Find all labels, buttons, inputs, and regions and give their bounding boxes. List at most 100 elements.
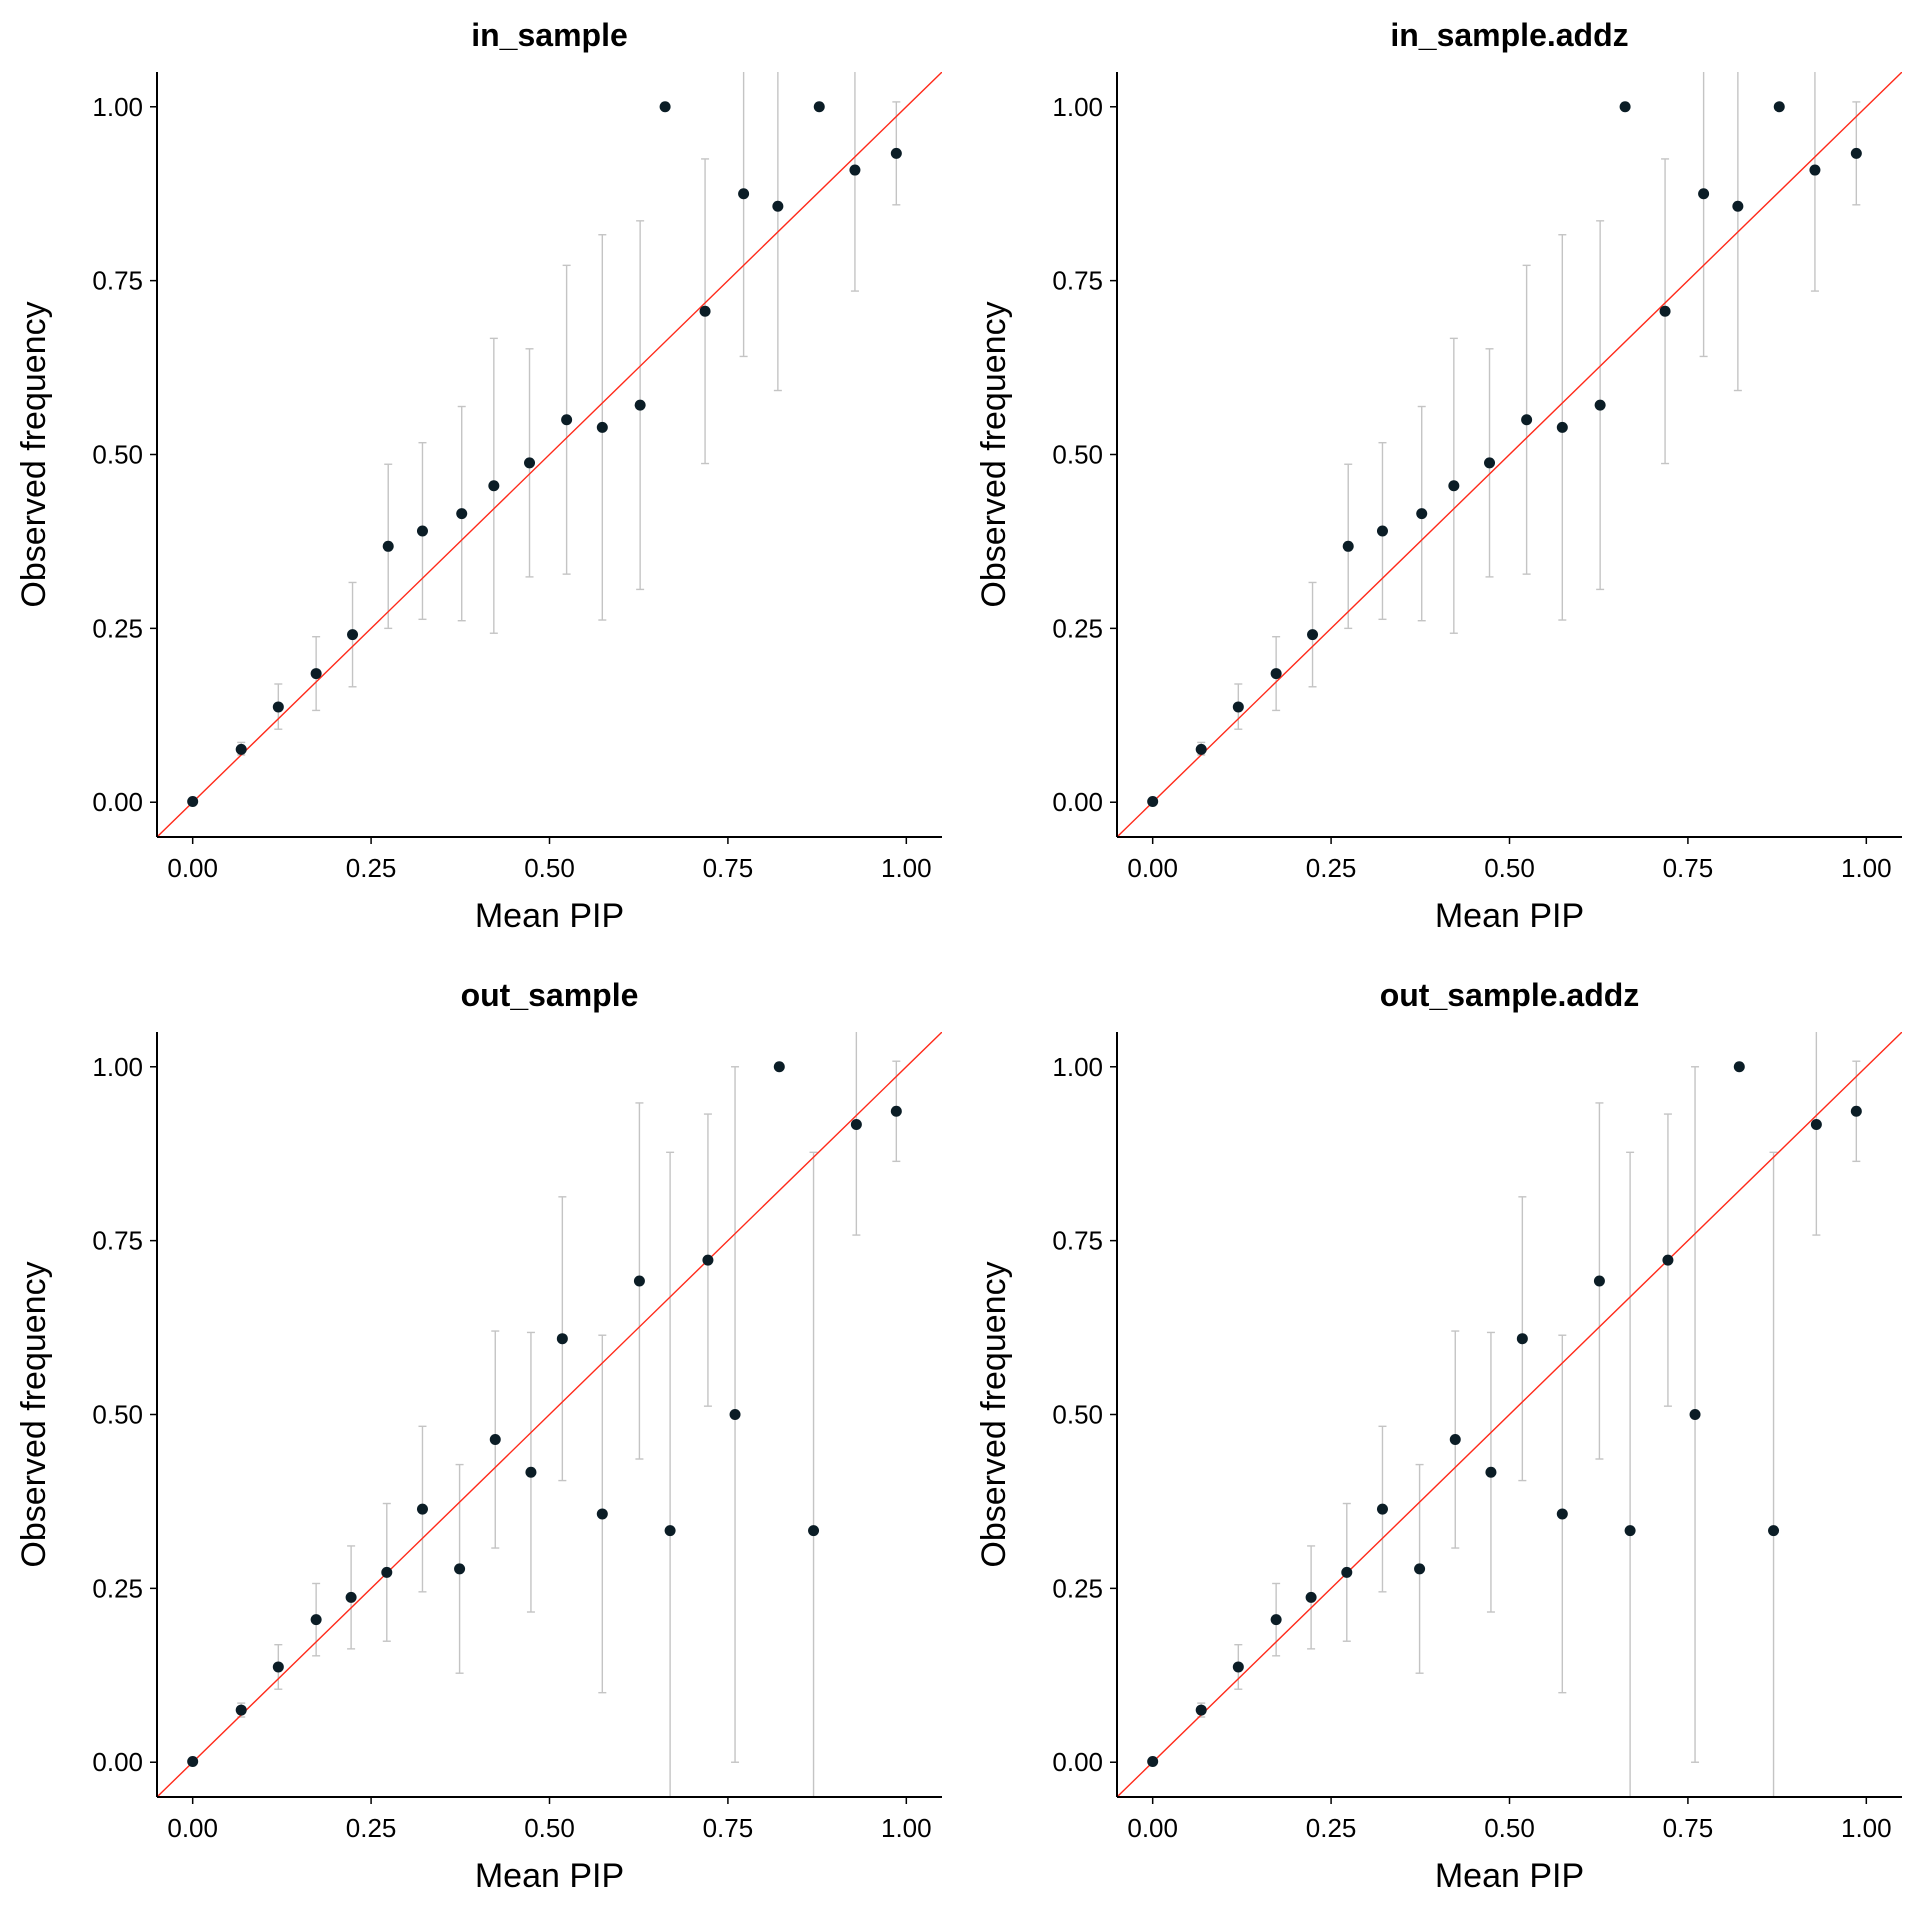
- data-point: [1810, 1118, 1822, 1130]
- y-tick-label: 0.50: [1052, 440, 1103, 470]
- data-point: [772, 200, 784, 212]
- data-point: [1662, 1254, 1674, 1266]
- x-tick-label: 0.25: [346, 1813, 397, 1843]
- chart-panel-2: in_sample.addz 0.00 0.25 0.50 0.75 1.00 0.00 0.…: [975, 17, 1902, 935]
- data-point: [1232, 701, 1244, 713]
- x-tick-label: 0.00: [1127, 1813, 1178, 1843]
- y-tick-label: 0.25: [1052, 613, 1103, 643]
- data-point: [849, 164, 861, 176]
- data-point: [1556, 421, 1568, 433]
- y-axis-label: Observed frequency: [975, 301, 1013, 607]
- x-tick-label: 0.75: [703, 1813, 754, 1843]
- y-tick-label: 0.25: [92, 613, 143, 643]
- data-point: [347, 629, 359, 641]
- x-axis-label: Mean PIP: [1435, 1857, 1584, 1895]
- data-point: [1619, 101, 1631, 113]
- data-point: [738, 188, 750, 200]
- data-point: [1689, 1409, 1701, 1420]
- y-tick-label: 0.75: [92, 266, 143, 296]
- y-tick-label: 0.00: [1052, 1747, 1103, 1777]
- data-point: [1448, 480, 1460, 492]
- x-axis-label: Mean PIP: [1435, 897, 1584, 935]
- data-point: [702, 1254, 714, 1266]
- data-point: [729, 1409, 741, 1420]
- y-tick-label: 0.25: [1052, 1573, 1103, 1603]
- y-tick-label: 0.75: [92, 1226, 143, 1256]
- x-axis-label: Mean PIP: [475, 897, 624, 935]
- data-point: [235, 743, 247, 755]
- data-point: [1593, 1275, 1605, 1287]
- data-point: [272, 701, 284, 713]
- data-point: [633, 1275, 645, 1287]
- y-tick-label: 0.75: [1052, 1226, 1103, 1256]
- data-point: [1270, 1614, 1282, 1626]
- x-tick-label: 1.00: [881, 853, 932, 883]
- data-point: [1342, 540, 1354, 552]
- data-point: [850, 1118, 862, 1130]
- data-point: [1195, 1704, 1207, 1716]
- data-point: [235, 1704, 247, 1716]
- data-point: [1376, 1503, 1388, 1515]
- x-axis-label: Mean PIP: [475, 1857, 624, 1895]
- data-point: [808, 1525, 820, 1537]
- data-point: [813, 101, 825, 113]
- reference-line: [157, 72, 942, 837]
- x-tick-label: 0.50: [1484, 853, 1535, 883]
- data-point: [773, 1061, 785, 1073]
- data-point: [596, 1508, 608, 1520]
- y-axis-label: Observed frequency: [975, 1261, 1013, 1567]
- panel-title: in_sample: [471, 17, 628, 53]
- y-tick-label: 0.25: [92, 1573, 143, 1603]
- y-tick-label: 0.00: [1052, 787, 1103, 817]
- data-point: [1270, 668, 1282, 680]
- data-point: [1768, 1525, 1780, 1537]
- y-tick-label: 0.50: [92, 440, 143, 470]
- panel-title: in_sample.addz: [1390, 17, 1628, 53]
- y-tick-label: 0.00: [92, 787, 143, 817]
- data-point: [596, 421, 608, 433]
- data-point: [489, 1434, 501, 1446]
- data-point: [382, 540, 394, 552]
- data-point: [634, 399, 646, 411]
- x-tick-label: 0.25: [346, 853, 397, 883]
- data-point: [456, 508, 468, 520]
- panel-title: out_sample: [461, 977, 639, 1013]
- data-point: [1521, 414, 1533, 426]
- data-point: [1376, 525, 1388, 537]
- x-tick-label: 0.75: [1663, 1813, 1714, 1843]
- x-tick-label: 0.00: [167, 853, 218, 883]
- data-point: [1449, 1434, 1461, 1446]
- x-tick-label: 1.00: [1841, 853, 1892, 883]
- data-point: [1147, 796, 1159, 808]
- x-tick-label: 1.00: [1841, 1813, 1892, 1843]
- data-point: [488, 480, 500, 492]
- data-point: [556, 1333, 568, 1345]
- x-tick-label: 0.25: [1306, 1813, 1357, 1843]
- errorbar-group: [1148, 72, 1861, 803]
- y-axis-label: Observed frequency: [15, 301, 53, 607]
- data-point: [1624, 1525, 1636, 1537]
- data-point: [1733, 1061, 1745, 1073]
- data-point: [1305, 1591, 1317, 1603]
- data-point: [1773, 101, 1785, 113]
- data-point: [1659, 305, 1671, 317]
- chart-panel-4: out_sample.addz 0.00 0.25 0.50 0.75 1.00 0.00 0…: [975, 977, 1902, 1895]
- data-point: [890, 147, 902, 159]
- y-tick-label: 1.00: [1052, 92, 1103, 122]
- panel-title: out_sample.addz: [1380, 977, 1640, 1013]
- x-tick-label: 1.00: [881, 1813, 932, 1843]
- x-tick-label: 0.75: [1663, 853, 1714, 883]
- errorbar-group: [188, 72, 901, 803]
- x-tick-label: 0.25: [1306, 853, 1357, 883]
- y-tick-label: 1.00: [92, 92, 143, 122]
- data-point: [310, 668, 322, 680]
- data-point: [272, 1661, 284, 1673]
- y-tick-label: 0.50: [92, 1400, 143, 1430]
- data-point: [699, 305, 711, 317]
- data-point: [416, 1503, 428, 1515]
- data-point: [310, 1614, 322, 1626]
- reference-line: [1117, 1032, 1902, 1797]
- data-point: [890, 1105, 902, 1117]
